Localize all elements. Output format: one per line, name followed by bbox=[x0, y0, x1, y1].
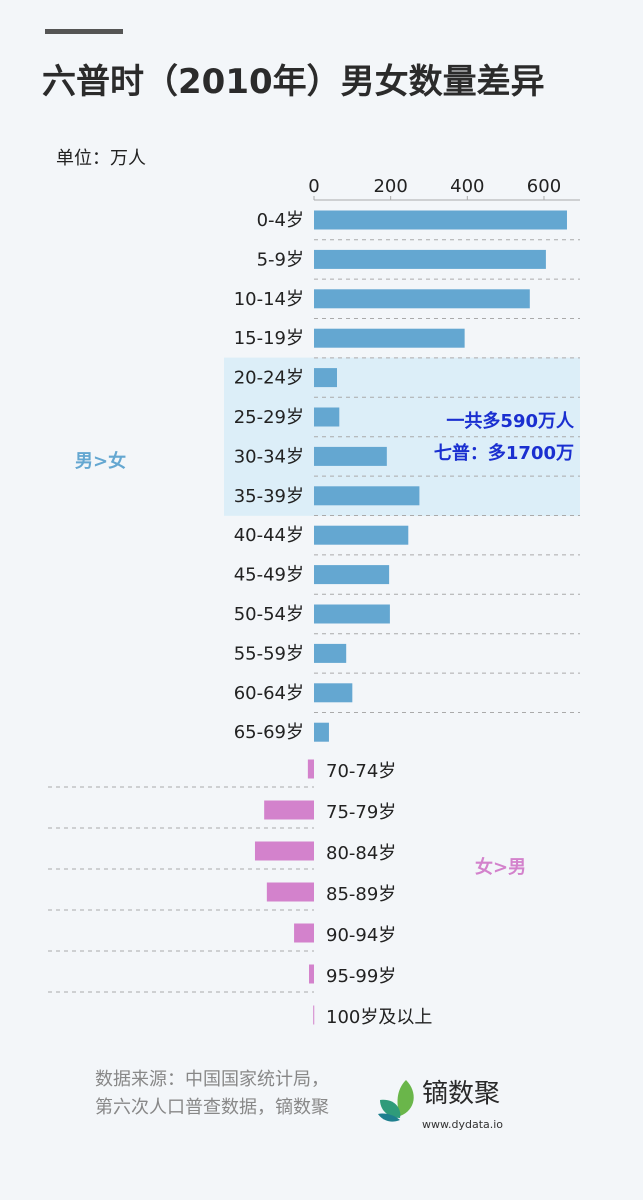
category-label: 75-79岁 bbox=[326, 802, 396, 823]
bar-25-29岁 bbox=[314, 407, 340, 427]
category-label: 45-49岁 bbox=[234, 565, 304, 586]
bar-30-34岁 bbox=[314, 446, 387, 466]
category-label: 50-54岁 bbox=[234, 604, 304, 625]
seventh-census-note: 七普：多1700万 bbox=[434, 442, 574, 464]
category-label: 35-39岁 bbox=[234, 486, 304, 507]
bar-10-14岁 bbox=[314, 289, 530, 309]
leaf-logo-icon bbox=[378, 1080, 414, 1122]
category-label: 5-9岁 bbox=[257, 249, 304, 270]
page-title: 六普时（2010年）男女数量差异 bbox=[42, 62, 545, 102]
bar-55-59岁 bbox=[314, 643, 347, 663]
x-tick-label: 0 bbox=[308, 176, 319, 197]
logo-url: www.dydata.io bbox=[422, 1118, 504, 1131]
category-label: 65-69岁 bbox=[234, 722, 304, 743]
bar-20-24岁 bbox=[314, 368, 337, 388]
bar-35-39岁 bbox=[314, 486, 420, 506]
bar-100岁及以上 bbox=[313, 1005, 315, 1025]
category-label: 80-84岁 bbox=[326, 843, 396, 864]
bar-chart: 0 200 400 600 0-4岁 5-9岁 10-14岁 15-19岁 20-24岁 25-2… bbox=[48, 176, 580, 1028]
category-label: 10-14岁 bbox=[234, 289, 304, 310]
decorative-top-bar bbox=[45, 29, 123, 34]
category-label: 70-74岁 bbox=[326, 761, 396, 782]
bar-40-44岁 bbox=[314, 525, 409, 545]
category-label: 15-19岁 bbox=[234, 328, 304, 349]
bar-90-94岁 bbox=[294, 923, 314, 943]
bar-80-84岁 bbox=[254, 841, 314, 861]
male-more-label: 男>女 bbox=[75, 450, 126, 472]
category-label: 60-64岁 bbox=[234, 683, 304, 704]
bar-50-54岁 bbox=[314, 604, 390, 624]
category-label: 100岁及以上 bbox=[326, 1007, 432, 1028]
category-label: 90-94岁 bbox=[326, 925, 396, 946]
category-label: 30-34岁 bbox=[234, 446, 304, 467]
bar-0-4岁 bbox=[314, 210, 567, 230]
category-label: 85-89岁 bbox=[326, 884, 396, 905]
bar-85-89岁 bbox=[266, 882, 314, 902]
x-tick-label: 400 bbox=[450, 176, 484, 197]
source-note: 数据来源：中国国家统计局，第六次人口普查数据，镝数聚 bbox=[95, 1069, 329, 1118]
bar-65-69岁 bbox=[314, 722, 329, 742]
unit-label: 单位：万人 bbox=[56, 148, 146, 169]
bar-15-19岁 bbox=[314, 328, 465, 348]
bar-70-74岁 bbox=[307, 759, 314, 779]
bar-5-9岁 bbox=[314, 249, 546, 269]
x-tick-label: 600 bbox=[527, 176, 561, 197]
category-label: 55-59岁 bbox=[234, 643, 304, 664]
category-label: 95-99岁 bbox=[326, 966, 396, 987]
bar-95-99岁 bbox=[309, 964, 314, 984]
bar-45-49岁 bbox=[314, 565, 390, 585]
bar-75-79岁 bbox=[264, 800, 314, 820]
logo-name: 镝数聚 bbox=[422, 1079, 501, 1109]
category-label: 20-24岁 bbox=[234, 368, 304, 389]
female-more-label: 女>男 bbox=[475, 856, 526, 878]
category-label: 0-4岁 bbox=[257, 210, 304, 231]
x-tick-label: 200 bbox=[373, 176, 407, 197]
total-note: 一共多590万人 bbox=[446, 410, 575, 432]
logo: 镝数聚 www.dydata.io bbox=[376, 1078, 536, 1138]
category-label: 25-29岁 bbox=[234, 407, 304, 428]
category-label: 40-44岁 bbox=[234, 525, 304, 546]
bar-60-64岁 bbox=[314, 683, 353, 703]
